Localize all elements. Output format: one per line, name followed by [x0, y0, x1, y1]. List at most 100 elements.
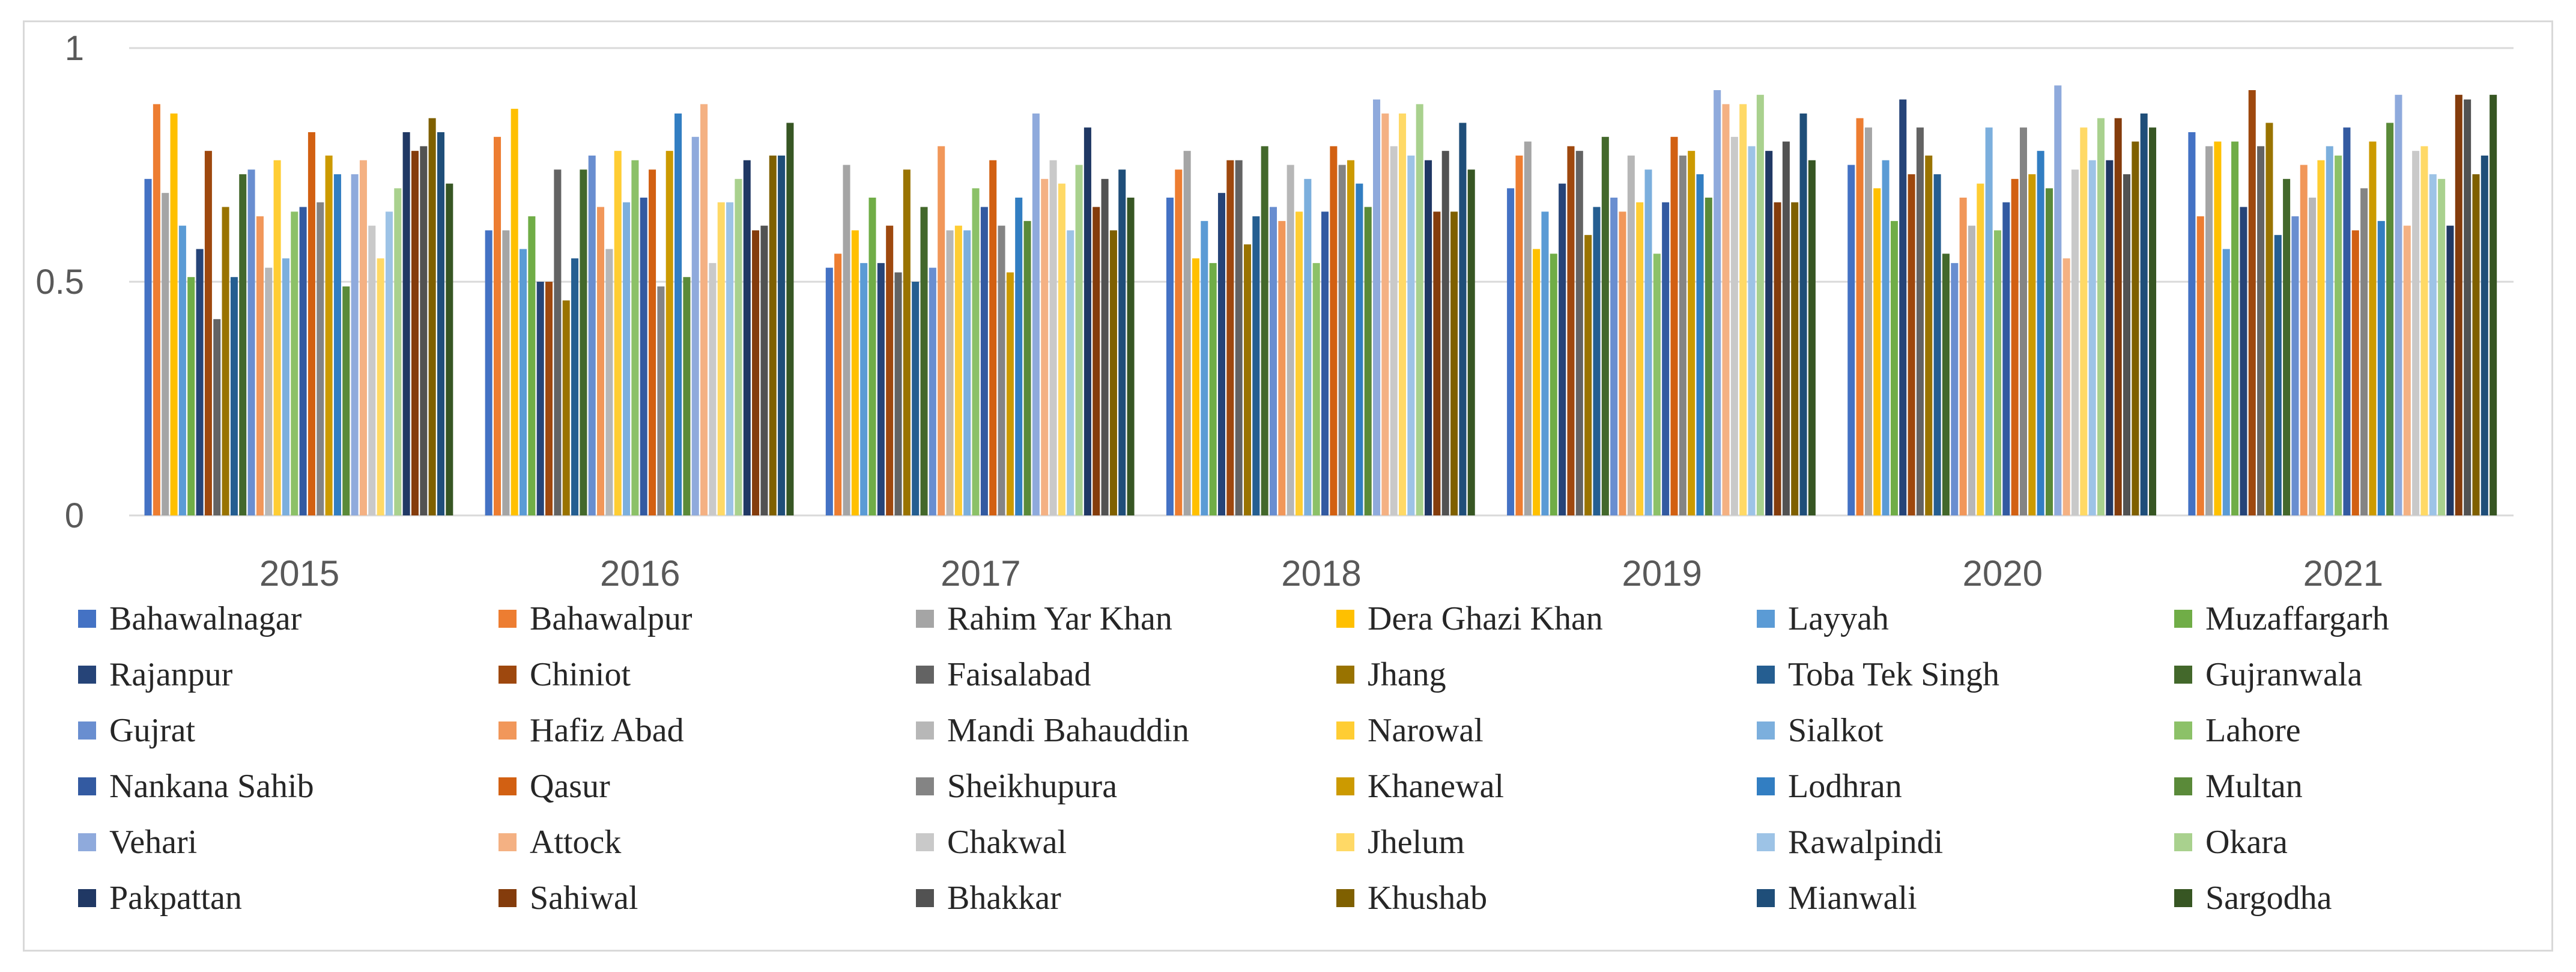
x-tick-label: 2019	[1622, 553, 1702, 594]
legend-swatch	[499, 666, 517, 684]
bar	[1765, 151, 1773, 515]
legend-label: Gujranwala	[2205, 656, 2363, 693]
bar	[1722, 104, 1730, 516]
legend-label: Rajanpur	[109, 656, 233, 693]
bar	[1399, 113, 1407, 516]
bar	[1075, 165, 1083, 515]
bar	[2240, 207, 2247, 515]
bar	[2149, 127, 2157, 515]
bar	[213, 319, 221, 515]
legend-label: Sheikhupura	[947, 768, 1118, 805]
legend-label: Bahawalpur	[530, 600, 692, 637]
bar	[196, 249, 204, 515]
bar	[1882, 160, 1890, 516]
bar	[1696, 174, 1704, 515]
bar	[665, 151, 673, 515]
x-tick-label: 2016	[600, 553, 680, 594]
bar	[851, 230, 859, 515]
bar	[1705, 197, 1712, 516]
legend-swatch	[78, 833, 96, 851]
legend-swatch	[2174, 889, 2192, 907]
x-tick-label: 2015	[259, 553, 339, 594]
x-tick-label: 2021	[2303, 553, 2383, 594]
bar	[2377, 220, 2385, 515]
legend-swatch	[78, 777, 96, 795]
bar	[1756, 94, 1764, 516]
legend-label: Khushab	[1368, 879, 1488, 917]
y-axis-ticks: 00.51	[35, 29, 84, 535]
bar	[963, 230, 971, 515]
bar	[657, 286, 665, 515]
legend-swatch	[1757, 610, 1775, 628]
legend-label: Lahore	[2205, 712, 2301, 749]
bar	[1507, 188, 1515, 515]
legend-swatch	[78, 889, 96, 907]
bar	[946, 230, 954, 515]
legend-label: Hafiz Abad	[530, 712, 684, 749]
legend-item: Khushab	[1336, 879, 1488, 917]
legend-label: Qasur	[530, 768, 610, 805]
x-tick-label: 2018	[1281, 553, 1361, 594]
bar	[1459, 123, 1467, 516]
bar	[989, 160, 997, 516]
bar	[317, 202, 324, 515]
legend-swatch	[1336, 666, 1354, 684]
bar	[1321, 211, 1329, 515]
bar	[2490, 94, 2497, 516]
legend-label: Mandi Bahauddin	[947, 712, 1189, 749]
bar	[2343, 127, 2351, 515]
legend-swatch	[2174, 721, 2192, 740]
bar	[1416, 104, 1423, 516]
bar	[1550, 254, 1557, 515]
legend-label: Chiniot	[530, 656, 631, 693]
legend-label: Sahiwal	[530, 879, 638, 917]
bar	[1925, 155, 1933, 515]
legend-item: Lahore	[2174, 712, 2301, 749]
bar	[1295, 211, 1303, 515]
bar	[834, 254, 842, 515]
bar	[308, 132, 315, 516]
legend-swatch	[916, 889, 934, 907]
legend-item: Bahawalpur	[499, 600, 692, 637]
legend-label: Gujrat	[109, 712, 196, 749]
bars	[144, 85, 2497, 516]
legend-swatch	[1757, 721, 1775, 740]
legend-label: Vehari	[109, 824, 198, 861]
bar	[1679, 155, 1687, 515]
bar	[683, 277, 691, 515]
bar	[597, 207, 605, 515]
legend-label: Lodhran	[1788, 768, 1902, 805]
legend-swatch	[78, 666, 96, 684]
bar	[2326, 146, 2333, 515]
bar	[204, 151, 212, 515]
bar	[2429, 174, 2437, 515]
bar	[868, 197, 876, 516]
legend-item: Narowal	[1336, 712, 1483, 749]
bar	[1118, 169, 1126, 515]
y-tick-label: 0	[65, 496, 84, 535]
bar	[1951, 263, 1959, 515]
legend-label: Okara	[2205, 824, 2288, 861]
bar	[2309, 197, 2317, 516]
legend-item: Dera Ghazi Khan	[1336, 600, 1603, 637]
bar	[2088, 160, 2096, 516]
bar	[291, 211, 299, 515]
bar	[1662, 202, 1670, 515]
legend-swatch	[1336, 833, 1354, 851]
legend-item: Jhelum	[1336, 824, 1465, 861]
bar	[239, 174, 247, 515]
legend-item: Gujranwala	[2174, 656, 2363, 693]
bar	[1601, 136, 1609, 515]
legend-item: Bhakkar	[916, 879, 1061, 917]
bar	[1015, 197, 1023, 516]
bar	[333, 174, 341, 515]
bar	[605, 249, 613, 515]
bar	[2231, 141, 2239, 516]
bar	[170, 113, 178, 516]
bar	[351, 174, 359, 515]
bar	[545, 282, 553, 515]
bar	[265, 267, 273, 515]
legend-item: Vehari	[78, 824, 198, 861]
bar	[717, 202, 725, 515]
bar	[1524, 141, 1532, 516]
